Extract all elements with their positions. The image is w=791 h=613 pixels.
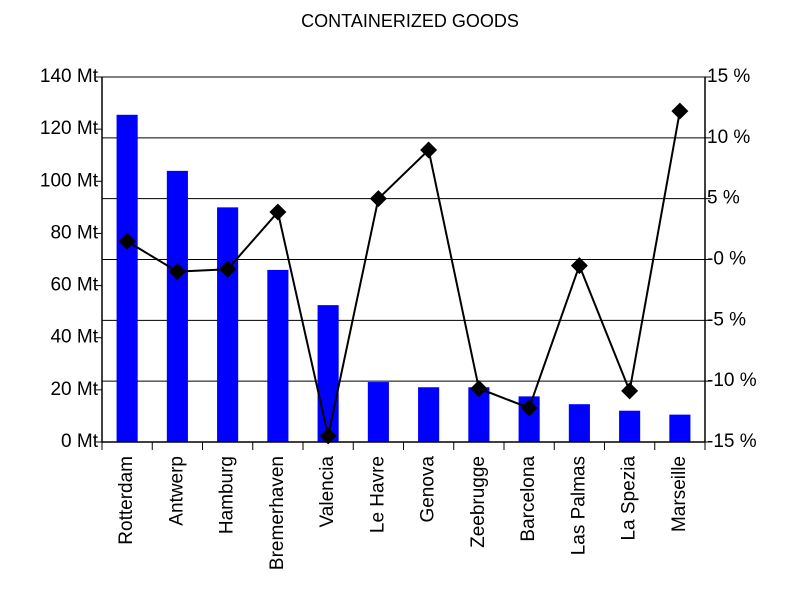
bar — [267, 269, 289, 442]
x-tick-label: Barcelona — [518, 456, 539, 542]
y2-tick-label: 10 % — [707, 127, 750, 148]
x-tick-label: Zeebrugge — [468, 456, 489, 548]
x-tick-label: Marseille — [669, 456, 690, 532]
y-tick-label: 140 Mt — [40, 66, 99, 87]
marker — [671, 102, 689, 120]
bar — [669, 414, 691, 442]
marker — [470, 379, 488, 397]
y2-tick-label: -15 % — [707, 431, 757, 452]
marker — [168, 263, 186, 281]
x-tick-label: Rotterdam — [116, 456, 137, 545]
y2-tick-label: 15 % — [707, 66, 750, 87]
marker — [219, 260, 237, 278]
x-tick-label: Bremerhaven — [267, 456, 288, 570]
y2-tick-label: 5 % — [707, 188, 740, 209]
y-tick-label: 60 Mt — [50, 275, 98, 296]
marker — [269, 203, 287, 221]
marker — [118, 232, 136, 250]
y-tick-label: 100 Mt — [40, 170, 99, 191]
bar — [317, 305, 339, 442]
y2-tick-label: -10 % — [707, 370, 757, 391]
x-tick-label: Hamburg — [217, 456, 238, 534]
bar — [166, 170, 188, 442]
y-tick-label: 0 Mt — [61, 431, 99, 452]
bar — [418, 387, 440, 442]
x-tick-label: Genova — [418, 456, 439, 523]
bar — [468, 387, 490, 442]
y-tick-label: 80 Mt — [50, 222, 98, 243]
chart-title: CONTAINERIZED GOODS — [301, 11, 519, 31]
bar — [217, 207, 239, 442]
marker — [420, 141, 438, 159]
bar — [367, 382, 389, 442]
marker — [570, 257, 588, 275]
y-tick-label: 20 Mt — [50, 379, 98, 400]
y2-tick-label: -0 % — [707, 249, 746, 270]
x-tick-label: La Spezia — [619, 456, 640, 541]
x-tick-label: Valencia — [317, 456, 338, 528]
line — [126, 110, 681, 437]
x-tick-label: Le Havre — [367, 456, 388, 533]
bar — [568, 404, 590, 442]
y2-tick-label: -5 % — [707, 309, 746, 330]
marker — [520, 399, 538, 417]
marker — [369, 190, 387, 208]
x-tick-label: Las Palmas — [568, 456, 589, 555]
bar — [619, 410, 641, 442]
x-tick-label: Antwerp — [166, 456, 187, 526]
marker — [621, 382, 639, 400]
y-tick-label: 120 Mt — [40, 118, 99, 139]
bar — [116, 114, 138, 442]
y-tick-label: 40 Mt — [50, 327, 98, 348]
marker — [319, 427, 337, 445]
